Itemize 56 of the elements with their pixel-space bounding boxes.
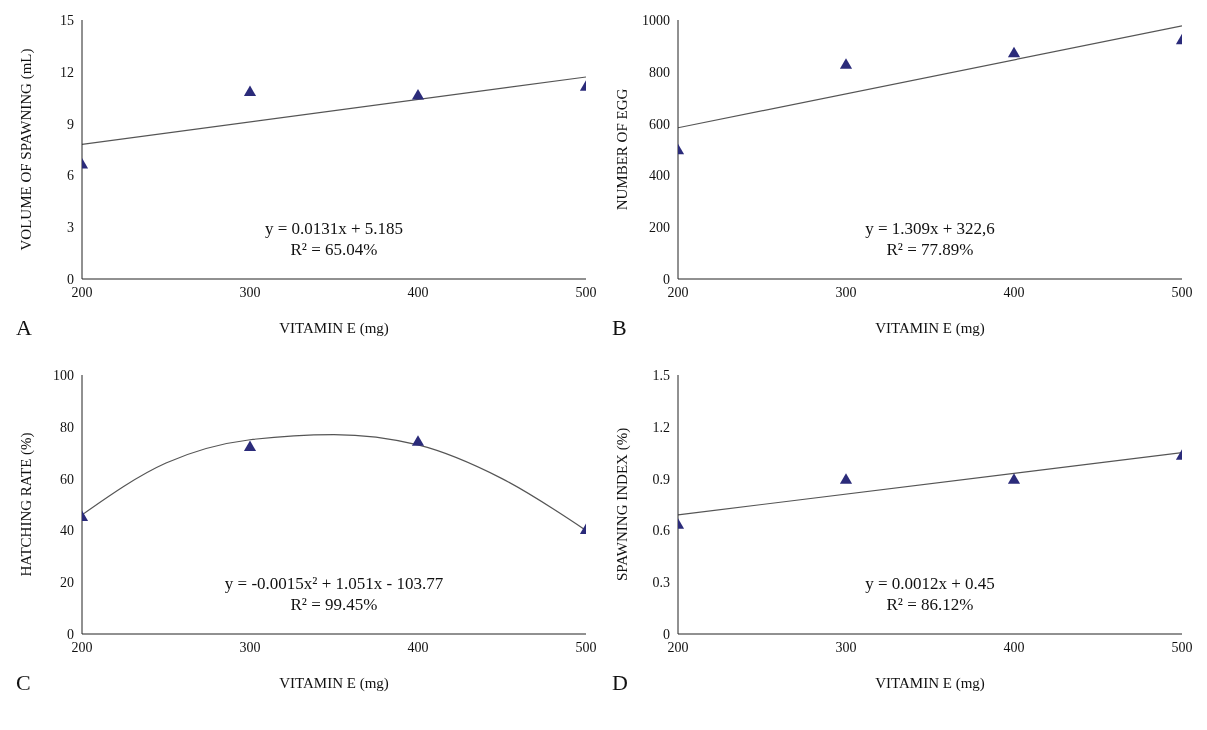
- annotation: R² = 99.45%: [289, 594, 379, 615]
- text: B: [612, 315, 627, 341]
- y-tick-label: 15: [60, 12, 74, 28]
- y-tick-label: 9: [67, 116, 74, 132]
- x-tick-label: 300: [835, 284, 857, 300]
- x-tick-label: 300: [835, 639, 857, 655]
- y-tick-label: 20: [60, 575, 74, 591]
- x-tick-label: 500: [575, 639, 597, 655]
- y-tick-label: 0: [663, 626, 670, 642]
- annotation: y = 0.0012x + 0.45: [864, 573, 996, 594]
- annotation: y = 1.309x + 322,6: [864, 218, 996, 239]
- y-tick-label: 0: [67, 271, 74, 287]
- y-tick-label: 1.5: [652, 367, 670, 383]
- y-tick-label: 60: [60, 471, 74, 487]
- y-tick-label: 0.6: [652, 523, 670, 539]
- text: A: [16, 315, 32, 341]
- y-tick-label: 0: [67, 626, 74, 642]
- x-axis-title: VITAMIN E (mg): [875, 675, 985, 692]
- x-tick-label: 400: [407, 639, 429, 655]
- annotation: y = 0.0131x + 5.185: [263, 218, 405, 239]
- annotation: R² = 77.89%: [885, 239, 975, 260]
- y-tick-label: 800: [649, 64, 670, 80]
- y-tick-label: 0.3: [652, 575, 670, 591]
- y-tick-label: 40: [60, 523, 74, 539]
- y-tick-label: 1000: [642, 12, 670, 28]
- x-tick-label: 400: [1003, 284, 1025, 300]
- annotation: y = -0.0015x² + 1.051x - 103.77: [223, 573, 445, 594]
- x-axis-title: VITAMIN E (mg): [279, 320, 389, 337]
- x-tick-label: 500: [1171, 284, 1193, 300]
- x-tick-label: 300: [239, 639, 261, 655]
- y-tick-label: 400: [649, 168, 670, 184]
- text: C: [16, 670, 31, 696]
- annotation: R² = 65.04%: [289, 239, 379, 260]
- x-tick-label: 500: [575, 284, 597, 300]
- y-tick-label: 1.2: [652, 419, 670, 435]
- y-axis-title: SPAWNING INDEX (%): [614, 427, 632, 582]
- y-tick-label: 0: [663, 271, 670, 287]
- annotation: R² = 86.12%: [885, 594, 975, 615]
- text: D: [612, 670, 628, 696]
- y-axis-title: HATCHING RATE (%): [18, 432, 36, 577]
- y-axis-title: NUMBER OF EGG: [614, 88, 631, 211]
- y-tick-label: 12: [60, 64, 74, 80]
- y-tick-label: 3: [67, 220, 74, 236]
- x-tick-label: 300: [239, 284, 261, 300]
- x-tick-label: 500: [1171, 639, 1193, 655]
- y-tick-label: 200: [649, 220, 670, 236]
- y-axis-title: VOLUME OF SPAWNING (mL): [18, 48, 36, 251]
- x-axis-title: VITAMIN E (mg): [279, 675, 389, 692]
- y-tick-label: 6: [67, 168, 74, 184]
- x-axis-title: VITAMIN E (mg): [875, 320, 985, 337]
- x-tick-label: 400: [407, 284, 429, 300]
- y-tick-label: 80: [60, 419, 74, 435]
- x-tick-label: 400: [1003, 639, 1025, 655]
- y-tick-label: 600: [649, 116, 670, 132]
- y-tick-label: 0.9: [652, 471, 670, 487]
- y-tick-label: 100: [53, 367, 74, 383]
